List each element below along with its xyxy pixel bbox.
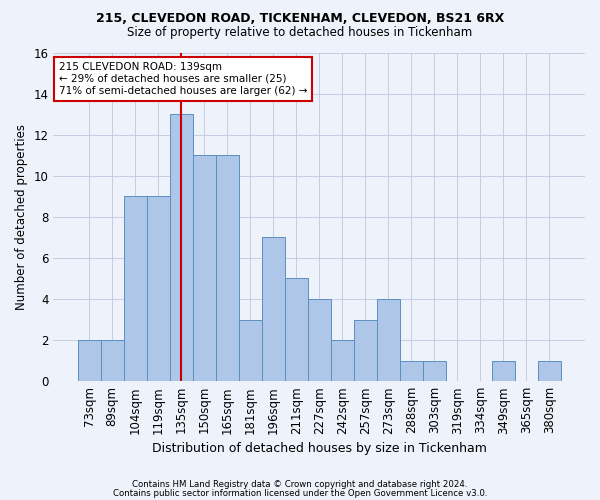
Text: 215, CLEVEDON ROAD, TICKENHAM, CLEVEDON, BS21 6RX: 215, CLEVEDON ROAD, TICKENHAM, CLEVEDON,… [96, 12, 504, 26]
Bar [423, 360, 446, 381]
Bar [77, 340, 101, 381]
Text: Contains HM Land Registry data © Crown copyright and database right 2024.: Contains HM Land Registry data © Crown c… [132, 480, 468, 489]
X-axis label: Distribution of detached houses by size in Tickenham: Distribution of detached houses by size … [152, 442, 487, 455]
Bar [146, 196, 170, 381]
Bar [377, 299, 400, 381]
Bar [262, 238, 284, 381]
Bar [354, 320, 377, 381]
Bar [101, 340, 124, 381]
Text: Contains public sector information licensed under the Open Government Licence v3: Contains public sector information licen… [113, 490, 487, 498]
Text: 215 CLEVEDON ROAD: 139sqm
← 29% of detached houses are smaller (25)
71% of semi-: 215 CLEVEDON ROAD: 139sqm ← 29% of detac… [59, 62, 307, 96]
Bar [170, 114, 193, 381]
Bar [538, 360, 561, 381]
Bar [308, 299, 331, 381]
Bar [492, 360, 515, 381]
Bar [193, 155, 215, 381]
Bar [239, 320, 262, 381]
Bar [284, 278, 308, 381]
Text: Size of property relative to detached houses in Tickenham: Size of property relative to detached ho… [127, 26, 473, 39]
Bar [215, 155, 239, 381]
Bar [331, 340, 354, 381]
Y-axis label: Number of detached properties: Number of detached properties [15, 124, 28, 310]
Bar [124, 196, 146, 381]
Bar [400, 360, 423, 381]
